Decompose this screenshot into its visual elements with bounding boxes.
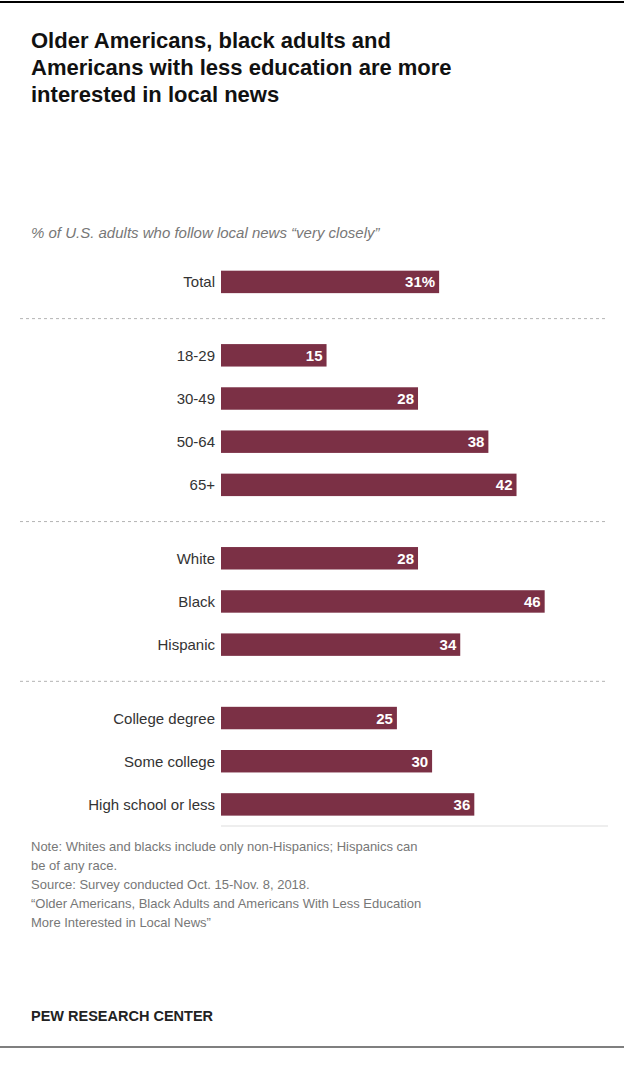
data-label: 36	[454, 796, 471, 813]
text-line: Americans with less education are more	[31, 55, 452, 80]
category-label: Total	[183, 273, 215, 290]
labels: Total 31% 18-29 15 30-49 28 50-64 38 65+ 42 White 2…	[88, 273, 540, 813]
bottom-rule	[0, 1046, 624, 1047]
data-label: 15	[306, 347, 323, 364]
text-line: More Interested in Local News”	[31, 915, 211, 930]
data-label: 31%	[405, 273, 435, 290]
bar	[221, 271, 439, 293]
data-label: 28	[397, 390, 414, 407]
chart: Older Americans, black adults andAmerica…	[0, 0, 624, 1066]
bar	[221, 707, 397, 729]
data-label: 42	[496, 476, 513, 493]
category-label: 30-49	[177, 390, 215, 407]
footer: PEW RESEARCH CENTER	[31, 1008, 214, 1024]
bar	[221, 793, 474, 815]
category-label: White	[177, 550, 215, 567]
note: Note: Whites and blacks include only non…	[31, 839, 421, 930]
bar	[221, 547, 418, 569]
category-label: 18-29	[177, 347, 215, 364]
bar	[221, 430, 488, 452]
bar	[221, 633, 460, 655]
data-label: 28	[397, 550, 414, 567]
bar	[221, 387, 418, 409]
category-label: Black	[178, 593, 215, 610]
data-label: 30	[411, 753, 428, 770]
title: Older Americans, black adults andAmerica…	[31, 28, 452, 107]
bar	[221, 590, 545, 612]
group-separator	[20, 521, 608, 522]
category-label: 65+	[190, 476, 216, 493]
text-line: Note: Whites and blacks include only non…	[31, 839, 418, 854]
data-label: 46	[524, 593, 541, 610]
category-label: Hispanic	[157, 636, 215, 653]
category-label: 50-64	[177, 433, 215, 450]
data-label: 25	[376, 710, 393, 727]
top-rule	[0, 1, 624, 3]
text-line: Older Americans, black adults and	[31, 28, 391, 53]
text-line: interested in local news	[31, 82, 279, 107]
data-label: 34	[440, 636, 457, 653]
bar	[221, 474, 517, 496]
group-separator	[20, 681, 608, 682]
category-label: Some college	[124, 753, 215, 770]
text-line: Source: Survey conducted Oct. 15-Nov. 8,…	[31, 877, 310, 892]
bar	[221, 750, 432, 772]
data-label: 38	[468, 433, 485, 450]
bar	[221, 344, 327, 366]
group-separator	[20, 318, 608, 319]
text-line: be of any race.	[31, 858, 117, 873]
subtitle: % of U.S. adults who follow local news “…	[31, 224, 380, 241]
x-axis-line	[221, 826, 608, 827]
background	[0, 0, 624, 1066]
category-label: High school or less	[88, 796, 215, 813]
text-line: “Older Americans, Black Adults and Ameri…	[31, 896, 421, 911]
category-label: College degree	[113, 710, 215, 727]
bars	[221, 271, 545, 816]
